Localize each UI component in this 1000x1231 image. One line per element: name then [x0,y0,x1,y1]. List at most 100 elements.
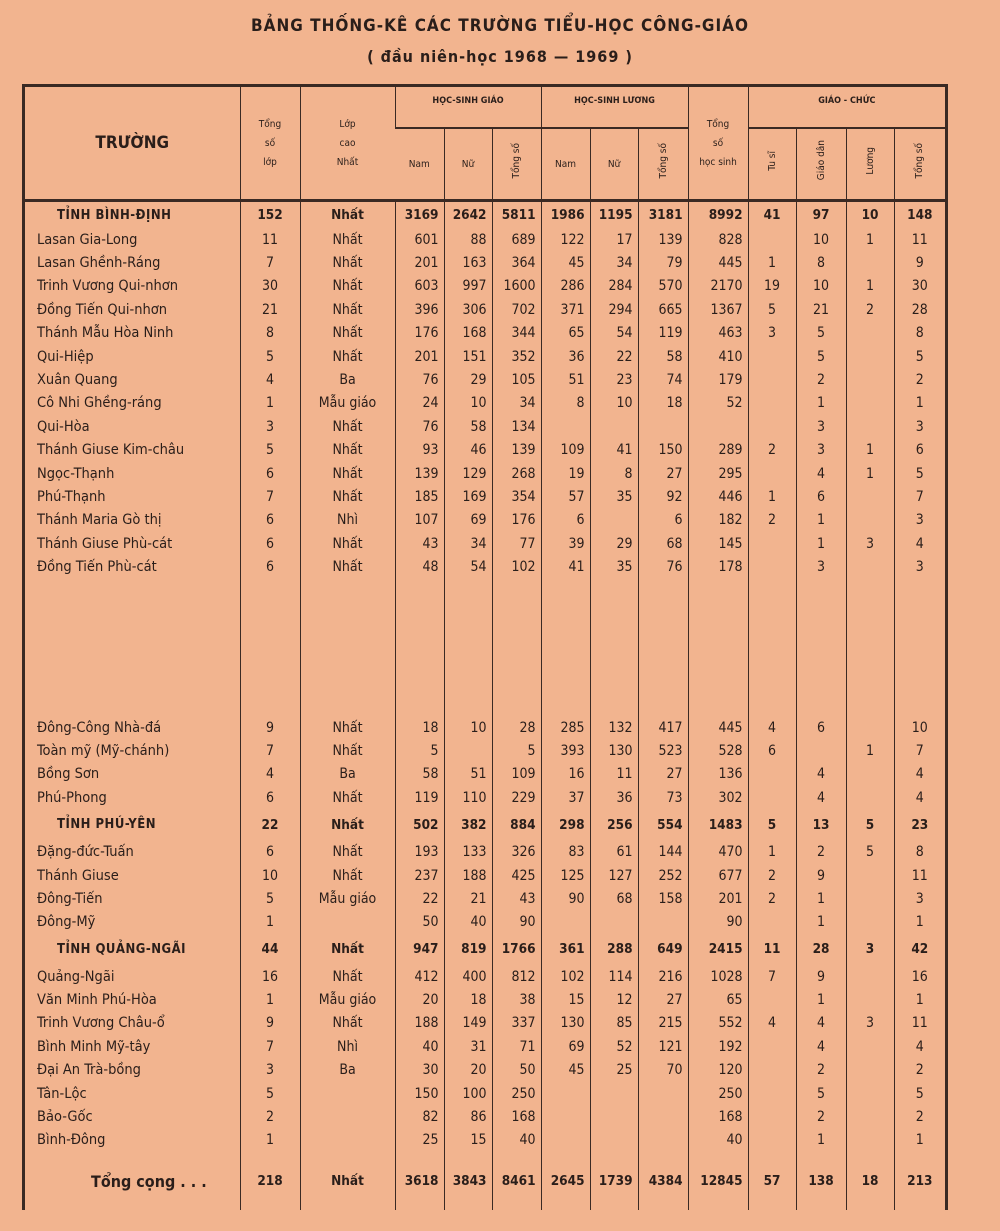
value-cell: 702 [491,298,542,322]
value-cell [443,578,492,716]
value-cell: 216 [637,964,689,989]
value-cell: 382 [443,809,492,841]
value-cell: 256 [589,809,639,841]
value-cell: 51 [443,762,492,787]
value-cell: 22 [239,809,300,841]
value-cell: 28 [893,298,946,322]
school-name-cell: Đại An Trà-bồng [37,1062,141,1079]
value-cell: 10 [443,715,492,740]
value-cell: 15 [443,1128,492,1153]
value-cell: 5 [239,438,300,462]
table-row: Đông-Mỹ 1 50 40 90 90 1 1 [25,910,946,934]
value-cell: 29 [443,368,492,392]
value-cell [299,1128,395,1153]
value-cell: 215 [637,1011,689,1036]
value-cell: Mẫu giáo [299,887,395,911]
value-cell: 294 [589,298,639,322]
value-cell: 82 [394,1105,444,1129]
value-cell: 1483 [687,809,749,841]
value-cell: 1986 [540,200,591,228]
value-cell: 132 [589,715,639,740]
value-cell: 4 [893,786,946,810]
header-luong-tong-so: Tổng số [637,127,689,202]
value-cell: 85 [589,1011,639,1036]
value-cell: 1195 [589,200,639,228]
value-cell: Nhất [299,555,395,579]
value-cell: 18 [394,715,444,740]
school-name-cell: Ngọc-Thạnh [37,465,115,482]
value-cell: 9 [893,251,946,275]
value-cell [394,578,444,716]
value-cell: Nhất [299,415,395,439]
value-cell: 130 [589,739,639,763]
value-cell: 201 [394,344,444,369]
header-giao-chuc: GIÁO - CHỨC [747,87,946,128]
value-cell: 5 [747,298,797,322]
value-cell: 10 [893,715,946,740]
value-cell: 677 [687,863,749,888]
value-cell: 30 [239,274,300,299]
value-cell: 250 [491,1081,542,1106]
value-cell: 3 [893,415,946,439]
value-cell: 306 [443,298,492,322]
value-cell [845,715,895,740]
value-cell: 144 [637,840,689,864]
value-cell: 302 [687,786,749,810]
value-cell: 35 [589,485,639,509]
value-cell: 1 [747,485,797,509]
value-cell: 425 [491,863,542,888]
value-cell: 1 [747,840,797,864]
value-cell: 8992 [687,200,749,228]
value-cell: 45 [540,1058,591,1082]
value-cell: 133 [443,840,492,864]
value-cell [687,578,749,716]
value-cell: 54 [443,555,492,579]
value-cell [845,391,895,416]
header-hoc-sinh-luong: HỌC-SINH LƯƠNG [540,87,689,128]
value-cell: 6 [239,532,300,556]
value-cell: 237 [394,863,444,888]
school-name-cell: Đồng Tiến Phù-cát [37,559,157,576]
value-cell: 1 [239,1128,300,1153]
value-cell: 4 [747,1011,797,1036]
value-cell [540,1105,591,1129]
value-cell: 5 [795,321,847,345]
value-cell [747,415,797,439]
value-cell: 45 [540,251,591,275]
value-cell: 252 [637,863,689,888]
value-cell: 4 [239,762,300,787]
value-cell: 5 [239,1081,300,1106]
value-cell: 828 [687,228,749,252]
value-cell: 7 [893,485,946,509]
header-luong: Lương [845,127,895,202]
value-cell: 8 [893,840,946,864]
value-cell: 819 [443,933,492,965]
table-row: Đại An Trà-bồng 3 Ba 30 20 50 45 25 70 120 2 2 [25,1058,946,1082]
value-cell: 6 [239,461,300,486]
value-cell: 176 [491,508,542,533]
value-cell: 7 [893,739,946,763]
school-name-cell: Đông-Tiến [37,890,103,907]
value-cell [589,1081,639,1106]
value-cell: 114 [589,964,639,989]
school-name-cell: Bình Minh Mỹ-tây [37,1038,151,1055]
value-cell: 884 [491,809,542,841]
table-row: Qui-Hiệp 5 Nhất 201 151 352 36 22 58 410 5 5 [25,344,946,369]
value-cell: 54 [589,321,639,345]
value-cell: 102 [540,964,591,989]
value-cell [637,1081,689,1106]
school-name-cell: Tổng cọng . . . [91,1171,207,1191]
value-cell: 139 [491,438,542,462]
value-cell: 8461 [491,1152,542,1211]
value-cell: 4 [795,1011,847,1036]
value-cell [637,1105,689,1129]
value-cell: 12 [589,988,639,1012]
value-cell: 3 [747,321,797,345]
value-cell: Nhất [299,1152,395,1211]
value-cell: 8 [795,251,847,275]
value-cell: 24 [394,391,444,416]
table-row: Thánh Giuse 10 Nhất 237 188 425 125 127 252 677 2 9… [25,863,946,888]
school-name-cell: TỈNH PHÚ-YÊN [57,817,157,833]
value-cell: 19 [747,274,797,299]
value-cell: 149 [443,1011,492,1036]
